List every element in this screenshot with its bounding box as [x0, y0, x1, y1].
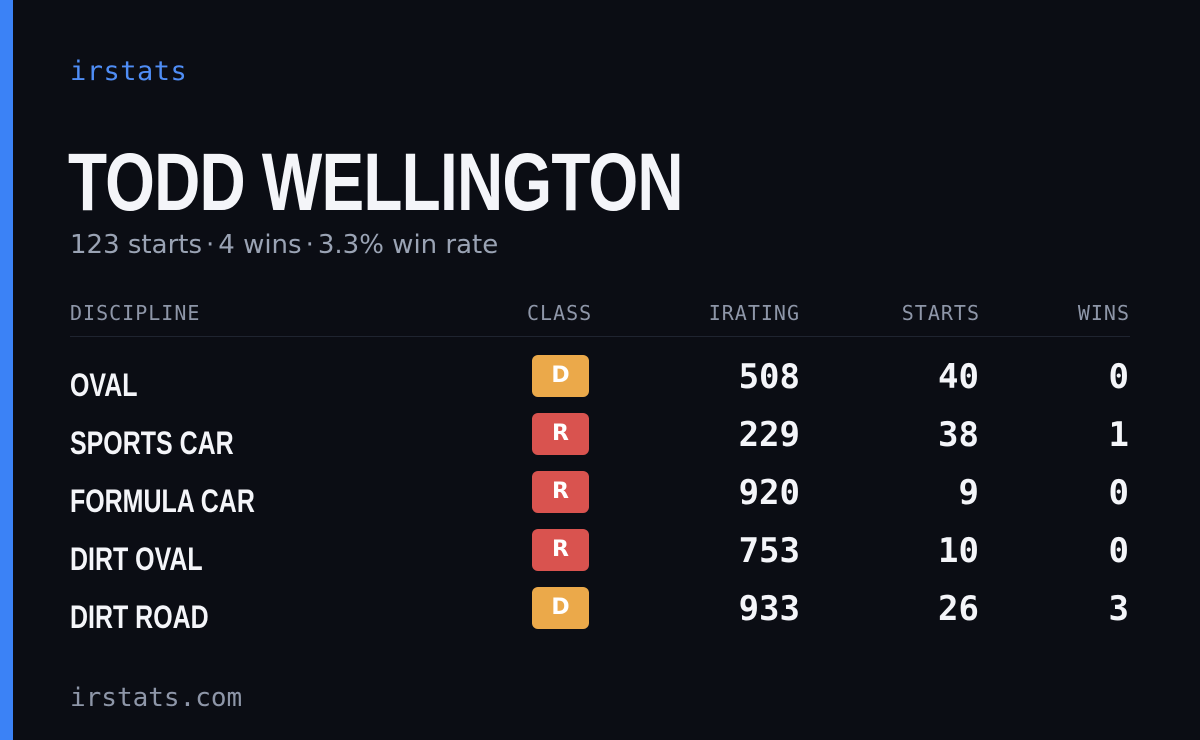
irating-cell: 508 [738, 357, 800, 397]
irating-cell: 753 [738, 531, 800, 571]
driver-name: TODD WELLINGTON [68, 137, 684, 228]
license-table: DISCIPLINE CLASS IRATING STARTS WINS OVA… [70, 296, 1130, 643]
win-rate-summary: 3.3% win rate [317, 230, 499, 260]
class-badge: R [532, 471, 589, 513]
table-row: SPORTS CAR R 229 38 1 [70, 411, 1130, 469]
starts-cell: 9 [958, 473, 979, 513]
starts-cell: 26 [938, 589, 979, 629]
header-discipline: DISCIPLINE [70, 301, 201, 325]
discipline-cell: FORMULA CAR [70, 483, 255, 519]
starts-cell: 40 [938, 357, 979, 397]
header-wins: WINS [1077, 301, 1130, 325]
brand-logo: irstats [70, 56, 188, 87]
wins-summary: 4 wins [218, 230, 302, 260]
discipline-cell: DIRT ROAD [70, 599, 209, 635]
class-badge: D [532, 587, 589, 629]
class-badge: D [532, 355, 589, 397]
header-irating: IRATING [708, 301, 800, 325]
table-row: FORMULA CAR R 920 9 0 [70, 469, 1130, 527]
table-body: OVAL D 508 40 0 SPORTS CAR R 229 38 1 FO… [70, 337, 1130, 643]
table-row: DIRT OVAL R 753 10 0 [70, 527, 1130, 585]
wins-cell: 0 [1108, 531, 1129, 571]
discipline-cell: DIRT OVAL [70, 541, 203, 577]
footer-url: irstats.com [70, 683, 243, 713]
separator: · [305, 230, 314, 260]
wins-cell: 1 [1108, 415, 1129, 455]
wins-cell: 3 [1108, 589, 1129, 629]
discipline-cell: SPORTS CAR [70, 425, 234, 461]
class-badge: R [532, 413, 589, 455]
accent-bar [0, 0, 13, 740]
wins-cell: 0 [1108, 473, 1129, 513]
wins-cell: 0 [1108, 357, 1129, 397]
irating-cell: 920 [738, 473, 800, 513]
driver-summary: 123 starts · 4 wins · 3.3% win rate [70, 229, 498, 261]
starts-summary: 123 starts [70, 230, 202, 260]
header-starts: STARTS [901, 301, 980, 325]
irating-cell: 933 [738, 589, 800, 629]
table-row: OVAL D 508 40 0 [70, 353, 1130, 411]
class-badge: R [532, 529, 589, 571]
table-header: DISCIPLINE CLASS IRATING STARTS WINS [70, 296, 1130, 337]
irating-cell: 229 [738, 415, 800, 455]
header-class: CLASS [527, 301, 593, 325]
separator: · [206, 230, 215, 260]
table-row: DIRT ROAD D 933 26 3 [70, 585, 1130, 643]
discipline-cell: OVAL [70, 367, 138, 403]
starts-cell: 10 [938, 531, 979, 571]
starts-cell: 38 [938, 415, 979, 455]
